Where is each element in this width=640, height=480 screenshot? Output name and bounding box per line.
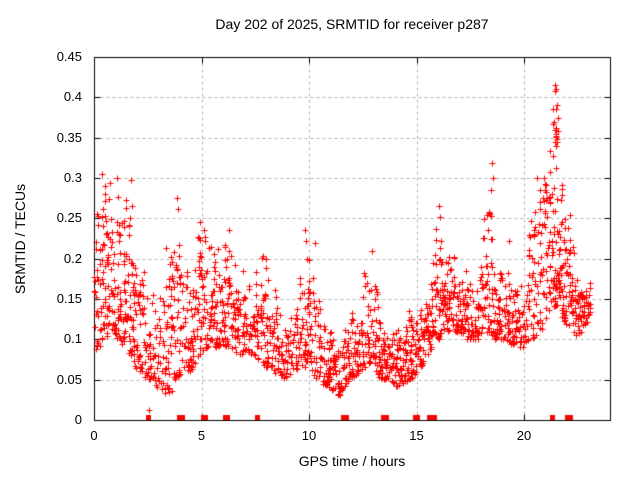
y-tick-label: 0.1 bbox=[63, 331, 82, 347]
x-tick-label: 0 bbox=[90, 428, 98, 443]
y-tick-label: 0.35 bbox=[56, 129, 82, 145]
y-tick-label: 0.05 bbox=[56, 371, 82, 387]
x-tick-label: 10 bbox=[301, 428, 317, 443]
x-tick-label: 20 bbox=[516, 428, 532, 443]
x-tick-label: 15 bbox=[409, 428, 424, 443]
x-axis-label: GPS time / hours bbox=[298, 453, 406, 469]
chart-title: Day 202 of 2025, SRMTID for receiver p28… bbox=[215, 16, 489, 32]
y-tick-label: 0.3 bbox=[63, 170, 82, 185]
y-axis-label: SRMTID / TECUs bbox=[12, 183, 28, 295]
x-tick-label: 5 bbox=[197, 428, 206, 443]
y-tick-label: 0 bbox=[74, 412, 82, 427]
y-tick-label: 0.2 bbox=[63, 250, 82, 266]
y-tick-label: 0.45 bbox=[56, 49, 82, 64]
y-tick-label: 0.4 bbox=[63, 89, 82, 105]
y-tick-label: 0.15 bbox=[56, 291, 82, 306]
y-tick-label: 0.25 bbox=[56, 210, 82, 226]
